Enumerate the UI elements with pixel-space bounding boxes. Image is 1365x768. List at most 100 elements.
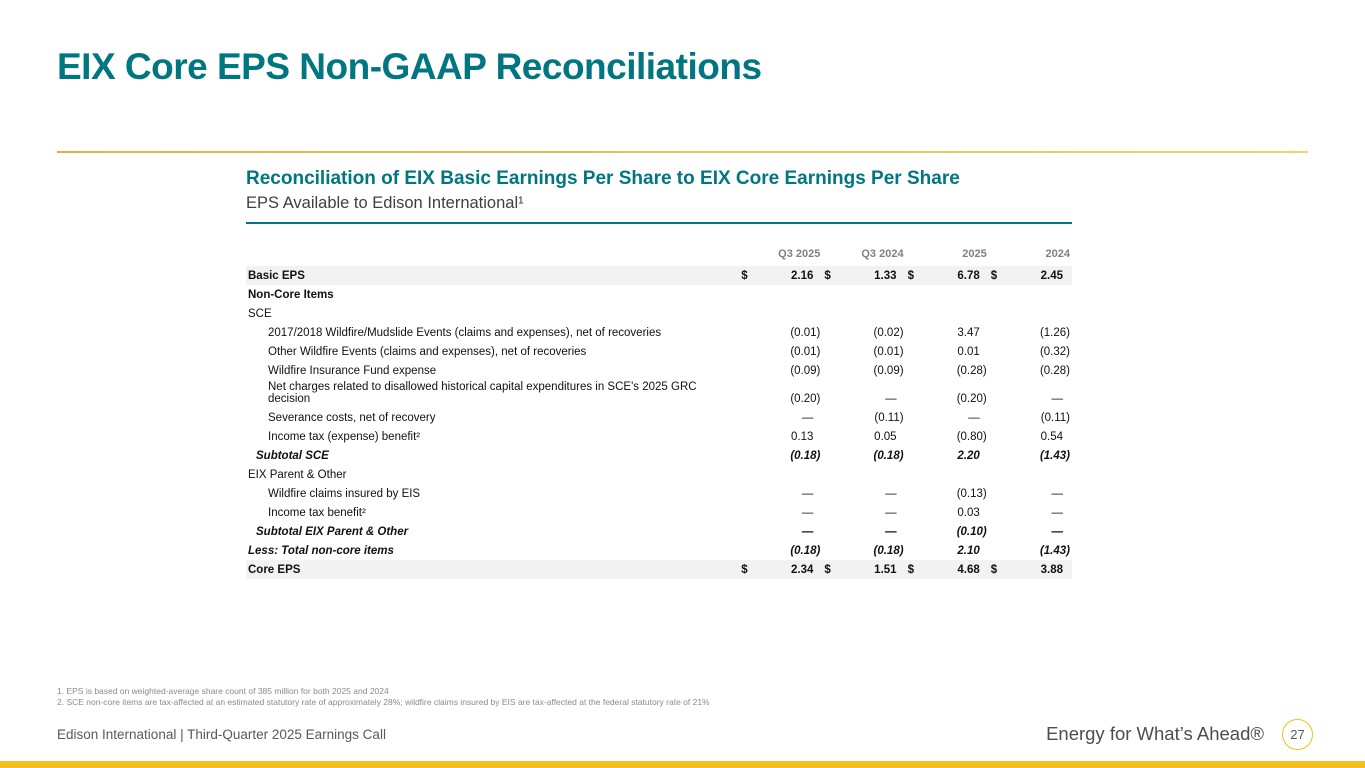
table-row: Subtotal EIX Parent & Other — — (0.10) —: [246, 522, 1072, 541]
dollar-sign: [739, 484, 755, 503]
cell-value: [755, 285, 822, 304]
dollar-sign: [989, 541, 1005, 560]
cell-value: (0.09): [790, 364, 821, 377]
footnote-1: 1. EPS is based on weighted-average shar…: [57, 686, 389, 696]
cell-value: —: [801, 411, 814, 424]
cell-value: —: [801, 506, 814, 519]
cell-value: (0.09): [873, 364, 904, 377]
cell-value: —: [801, 525, 814, 538]
cell-value: 0.01: [957, 345, 980, 358]
dollar-sign: [739, 323, 755, 342]
table-row: Severance costs, net of recovery — (0.11) —…: [246, 408, 1072, 427]
dollar-sign: [989, 427, 1005, 446]
row-label: Income tax benefit²: [268, 506, 366, 519]
dollar-sign: [989, 285, 1005, 304]
cell-value: 0.03: [957, 506, 980, 519]
section-heading: Reconciliation of EIX Basic Earnings Per…: [246, 168, 960, 189]
cell-value: (0.10): [956, 525, 987, 538]
cell-value: 1.33: [874, 269, 897, 282]
table-row: Less: Total non-core items (0.18) (0.18) 2.…: [246, 541, 1072, 560]
cell-value: (0.01): [873, 345, 904, 358]
dollar-sign: [739, 522, 755, 541]
cell-value: (0.01): [790, 326, 821, 339]
row-label: Subtotal EIX Parent & Other: [256, 525, 409, 538]
cell-value: —: [1051, 506, 1064, 519]
cell-value: (0.80): [956, 430, 987, 443]
cell-value: (1.43): [1039, 449, 1070, 462]
cell-value: [838, 304, 905, 323]
row-label: Income tax (expense) benefit²: [268, 430, 421, 443]
cell-value: —: [1051, 487, 1064, 500]
table-row: Other Wildfire Events (claims and expens…: [246, 342, 1072, 361]
dollar-sign: [989, 304, 1005, 323]
cell-value: 2.16: [790, 269, 814, 282]
dollar-sign: [739, 304, 755, 323]
dollar-sign: [906, 522, 922, 541]
dollar-sign: [906, 304, 922, 323]
dollar-sign: [822, 484, 838, 503]
dollar-sign: $: [990, 269, 998, 282]
cell-value: [838, 285, 905, 304]
dollar-sign: [822, 304, 838, 323]
cell-value: (0.20): [956, 393, 987, 405]
cell-value: 0.13: [790, 430, 814, 443]
cell-value: 3.88: [1040, 563, 1063, 576]
dollar-sign: [906, 465, 922, 484]
header-spacer: [246, 248, 739, 266]
table-row: Wildfire claims insured by EIS — — (0.13) —: [246, 484, 1072, 503]
dollar-sign: [906, 285, 922, 304]
row-label: Wildfire Insurance Fund expense: [268, 364, 437, 377]
dollar-sign: [822, 522, 838, 541]
table-row: Core EPS $2.34 $1.51 $4.68 $3.88: [246, 560, 1072, 579]
cell-value: 2.45: [1040, 269, 1063, 282]
table-row: 2017/2018 Wildfire/Mudslide Events (clai…: [246, 323, 1072, 342]
dollar-sign: [822, 427, 838, 446]
dollar-sign: [739, 541, 755, 560]
cell-value: —: [885, 487, 897, 500]
eps-table-body: Basic EPS $2.16 $1.33 $6.78 $2.45 Non-Core It…: [246, 266, 1072, 579]
dollar-sign: [739, 285, 755, 304]
dollar-sign: [906, 361, 922, 380]
dollar-sign: [739, 342, 755, 361]
section-subheading: EPS Available to Edison International¹: [246, 194, 1072, 224]
dollar-sign: [989, 446, 1005, 465]
cell-value: [922, 304, 989, 323]
dollar-sign: [906, 323, 922, 342]
dollar-sign: [822, 465, 838, 484]
eps-reconciliation-table: Q3 2025 Q3 2024 2025 2024 Basic EPS $2.16…: [246, 248, 1072, 579]
dollar-sign: [739, 503, 755, 522]
cell-value: (0.18): [790, 449, 821, 462]
dollar-sign: [739, 361, 755, 380]
cell-value: (1.26): [1039, 326, 1070, 339]
dollar-sign: $: [907, 269, 914, 282]
dollar-sign: [822, 541, 838, 560]
reconciliation-section: Reconciliation of EIX Basic Earnings Per…: [246, 168, 1072, 579]
row-label: Non-Core Items: [248, 288, 334, 301]
dollar-sign: [989, 522, 1005, 541]
row-label: Severance costs, net of recovery: [268, 411, 436, 424]
cell-value: 1.51: [874, 563, 897, 576]
dollar-sign: [989, 380, 1005, 408]
dollar-sign: [906, 427, 922, 446]
row-label: Less: Total non-core items: [248, 544, 394, 557]
dollar-sign: [906, 503, 922, 522]
slide-title: EIX Core EPS Non-GAAP Reconciliations: [57, 46, 762, 87]
dollar-sign: [989, 408, 1005, 427]
cell-value: 4.68: [957, 563, 980, 576]
row-label: 2017/2018 Wildfire/Mudslide Events (clai…: [268, 326, 662, 339]
brand-tagline: Energy for What’s Ahead®: [1046, 723, 1264, 744]
dollar-sign: [906, 446, 922, 465]
dollar-sign: [989, 484, 1005, 503]
dollar-sign: [989, 361, 1005, 380]
dollar-sign: [739, 446, 755, 465]
table-row: SCE: [246, 304, 1072, 323]
slide-footer: Edison International | Third-Quarter 202…: [57, 716, 1313, 752]
cell-value: [1005, 465, 1072, 484]
cell-value: [755, 304, 822, 323]
row-label: Other Wildfire Events (claims and expens…: [268, 345, 587, 358]
footer-presentation-title: Edison International | Third-Quarter 202…: [57, 726, 386, 742]
cell-value: 2.10: [957, 544, 980, 557]
cell-value: 6.78: [957, 269, 980, 282]
cell-value: (0.01): [790, 345, 821, 358]
dollar-sign: $: [824, 563, 831, 576]
